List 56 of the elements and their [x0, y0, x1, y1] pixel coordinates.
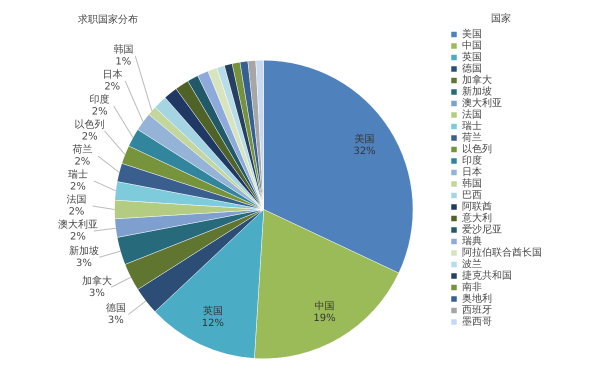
data-label: 3% — [108, 315, 124, 326]
legend-label: 印度 — [462, 154, 482, 167]
legend-label: 以色列 — [462, 143, 492, 156]
slice-label: 新加坡 — [68, 244, 99, 257]
legend-label: 新加坡 — [462, 86, 492, 98]
legend-label: 墨西哥 — [462, 316, 492, 328]
legend-label: 南非 — [462, 281, 482, 294]
legend-label: 加拿大 — [462, 74, 492, 86]
slice-label: 加拿大 — [82, 274, 112, 287]
legend-label: 日本 — [462, 166, 482, 178]
legend-label: 捷克共和国 — [462, 270, 512, 282]
slice-label: 韩国 — [113, 44, 134, 56]
data-label: 2% — [82, 132, 98, 143]
legend-label: 法国 — [462, 108, 482, 121]
legend-label: 英国 — [462, 51, 482, 64]
legend-label: 德国 — [462, 64, 482, 75]
legend-label: 阿联酋 — [462, 200, 492, 213]
legend-label: 意大利 — [461, 212, 492, 224]
data-label: 12% — [202, 318, 224, 330]
data-label: 2% — [68, 206, 84, 218]
slice-label: 荷兰 — [72, 144, 92, 156]
legend-label: 美国 — [462, 28, 482, 40]
legend-label: 奥地利 — [462, 292, 492, 305]
data-label: 2% — [104, 82, 120, 93]
legend-label: 瑞士 — [462, 120, 482, 132]
legend-label: 巴西 — [462, 190, 482, 202]
legend-title: 国家 — [490, 12, 511, 25]
data-label: 3% — [88, 288, 105, 299]
data-label: 2% — [70, 232, 86, 243]
data-label: 2% — [92, 106, 108, 118]
data-label: 2% — [70, 182, 86, 193]
data-label: 32% — [353, 146, 376, 158]
slice-label: 法国 — [66, 194, 86, 206]
legend-label: 澳大利亚 — [462, 97, 502, 110]
chart-title: 求职国家分布 — [78, 14, 138, 26]
legend-label: 韩国 — [462, 178, 482, 190]
slice-label: 英国 — [202, 305, 223, 318]
slice-label: 德国 — [106, 303, 126, 314]
legend-label: 西班牙 — [462, 304, 492, 316]
slice-label: 澳大利亚 — [58, 218, 98, 231]
legend-label: 阿拉伯联合酋长国 — [462, 246, 542, 259]
data-label: 2% — [74, 156, 90, 168]
slice-label: 瑞士 — [68, 168, 88, 181]
legend-label: 瑞典 — [462, 235, 482, 248]
legend-label: 爱沙尼亚 — [462, 224, 502, 236]
data-label: 3% — [76, 258, 92, 269]
slice-label: 日本 — [102, 68, 122, 81]
slice-label: 以色列 — [74, 118, 105, 131]
legend-label: 荷兰 — [462, 132, 482, 144]
slice-label: 中国 — [314, 300, 335, 312]
data-label: 19% — [313, 312, 336, 324]
data-label: 1% — [115, 56, 132, 68]
slice-label: 美国 — [354, 133, 375, 146]
legend-label: 中国 — [462, 40, 482, 52]
slice-label: 印度 — [90, 94, 110, 106]
legend-label: 波兰 — [462, 258, 482, 270]
